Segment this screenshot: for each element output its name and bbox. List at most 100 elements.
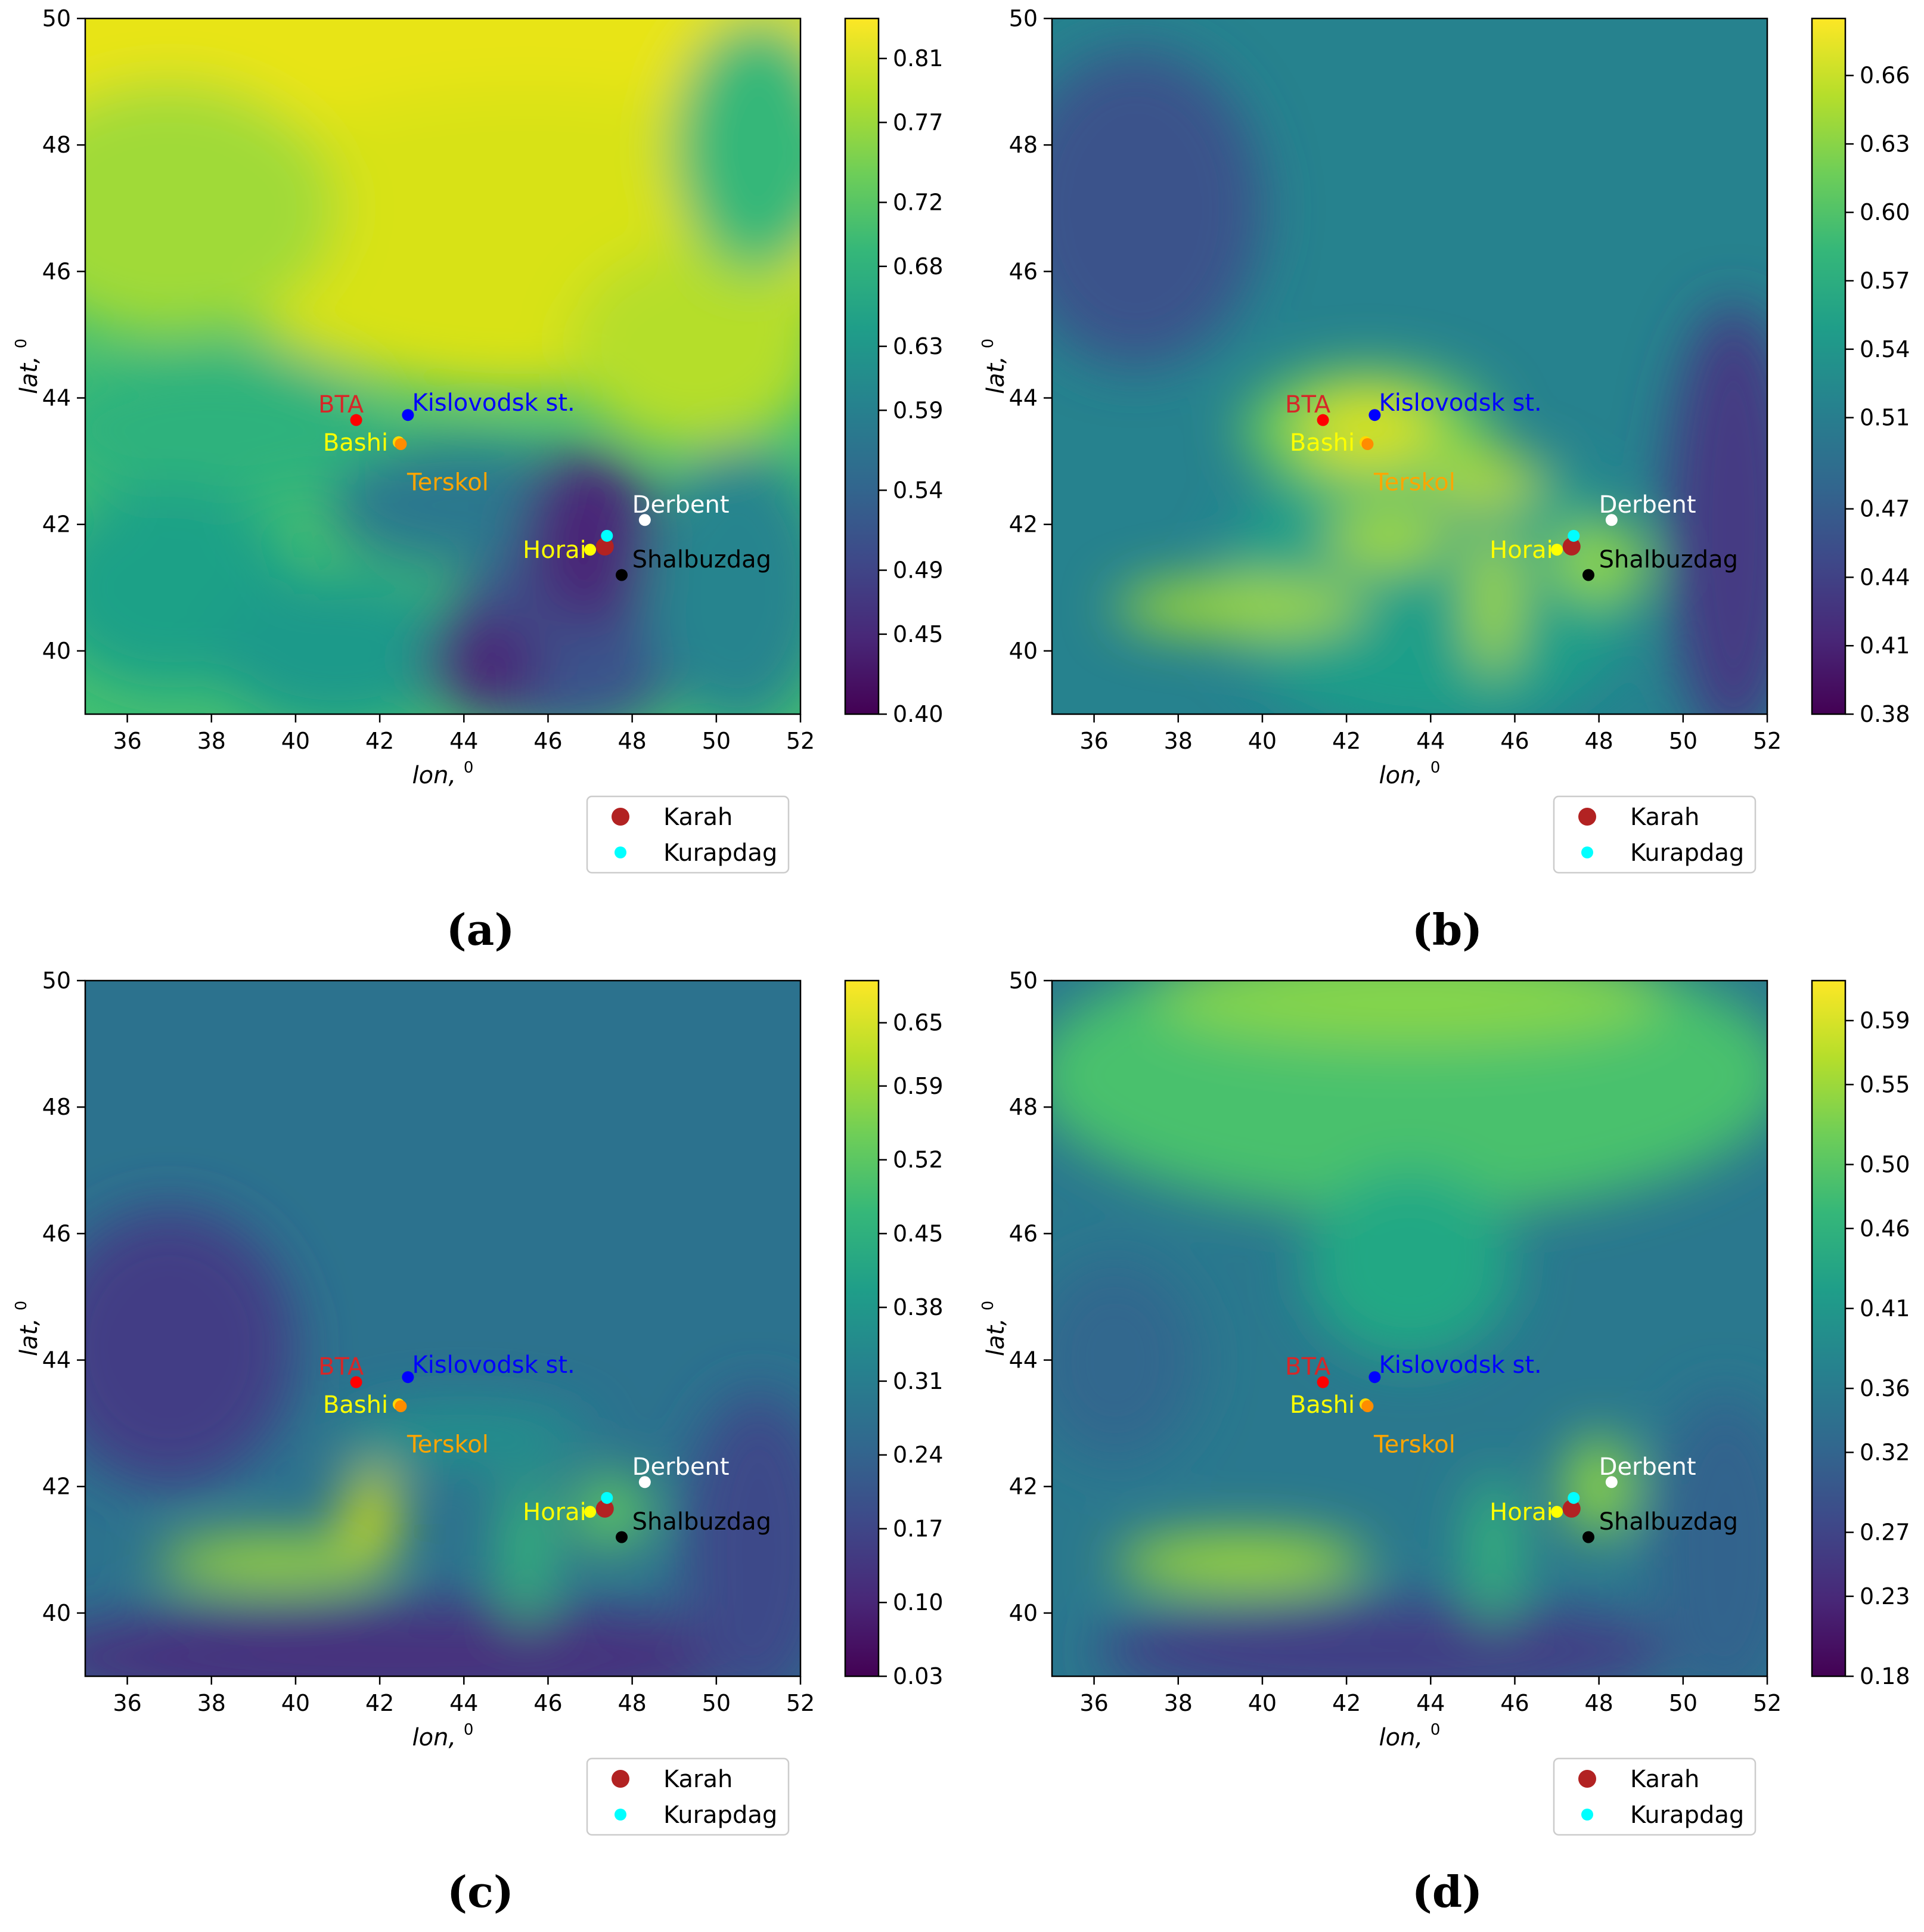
colorbar <box>1811 17 1847 715</box>
colorbar-tick-label: 0.55 <box>1860 1071 1910 1097</box>
site-marker <box>595 1499 614 1518</box>
site-label: Derbent <box>1599 1453 1696 1481</box>
colorbar-tick-label: 0.36 <box>1860 1375 1910 1401</box>
field-blob <box>682 1391 800 1676</box>
field-blob <box>1325 505 1452 569</box>
site-marker <box>395 1400 407 1412</box>
x-tick-label: 36 <box>113 728 141 754</box>
field-blob <box>674 18 800 272</box>
x-tick-label: 42 <box>365 1690 394 1716</box>
colorbar-tick-label: 0.31 <box>893 1368 944 1394</box>
colorbar-tick-label: 0.18 <box>1860 1663 1910 1689</box>
y-axis-label: lat, 0 <box>979 1301 1010 1356</box>
site-label: Kislovodsk st. <box>1379 389 1541 417</box>
site-marker <box>1551 544 1563 556</box>
legend-marker <box>612 808 629 826</box>
legend <box>586 795 790 874</box>
colorbar-tick-label: 0.40 <box>893 701 944 727</box>
site-marker <box>1317 414 1329 426</box>
x-tick-label: 52 <box>786 728 815 754</box>
colorbar-tick-label: 0.65 <box>893 1010 944 1036</box>
site-marker <box>1568 1491 1580 1504</box>
y-tick-label: 44 <box>1009 1347 1038 1373</box>
y-axis-label-sup: 0 <box>13 339 30 349</box>
x-tick-label: 42 <box>365 728 394 754</box>
site-marker <box>616 569 628 581</box>
panel-c: 36 38 40 42 44 46 48 50 52 40 42 44 46 48 50 lon, 0 lat,… <box>13 967 944 1917</box>
legend-marker <box>615 1809 626 1821</box>
site-marker <box>350 414 362 426</box>
field-blob <box>1157 981 1662 1044</box>
x-tick-label: 46 <box>1500 1690 1529 1716</box>
field-blob <box>1468 1474 1519 1626</box>
colorbar-tick-label: 0.52 <box>893 1147 944 1173</box>
x-axis-label-sup: 0 <box>464 1721 474 1739</box>
colorbar-tick-label: 0.32 <box>1860 1439 1910 1465</box>
colorbar-tick-label: 0.49 <box>893 557 944 584</box>
colorbar-tick-label: 0.59 <box>893 397 944 423</box>
site-label: Bashi <box>323 429 388 457</box>
legend-marker <box>1581 1809 1593 1821</box>
x-tick-label: 44 <box>1416 1690 1445 1716</box>
x-tick-label: 48 <box>1584 728 1613 754</box>
site-marker <box>1317 1376 1329 1388</box>
x-tick-label: 40 <box>1248 1690 1277 1716</box>
colorbar-tick-label: 0.17 <box>893 1515 944 1542</box>
site-marker <box>601 529 613 542</box>
legend-marker <box>1578 1770 1596 1788</box>
site-marker <box>1361 438 1374 450</box>
site-marker <box>402 409 414 421</box>
y-tick-label: 44 <box>42 385 71 411</box>
x-tick-label: 50 <box>702 1690 731 1716</box>
x-axis-label: lon, 0 <box>1379 1721 1441 1751</box>
colorbar-tick-label: 0.54 <box>1860 336 1910 362</box>
legend-marker <box>1581 846 1593 858</box>
colorbar-tick-label: 0.46 <box>1860 1215 1910 1242</box>
x-tick-label: 52 <box>1753 1690 1782 1716</box>
plot-frame <box>84 17 802 715</box>
field-blob <box>426 613 544 714</box>
site-label: Shalbuzdag <box>632 1508 771 1536</box>
legend <box>1553 1757 1757 1836</box>
site-label: Horai <box>523 1499 586 1526</box>
legend-label: Karah <box>1630 804 1699 831</box>
y-axis-label-sup: 0 <box>13 1301 30 1311</box>
field-blob <box>1649 1391 1767 1676</box>
legend-label: Kurapdag <box>663 1801 777 1829</box>
x-tick-label: 48 <box>617 1690 646 1716</box>
site-marker <box>601 1491 613 1504</box>
colorbar-tick-label: 0.41 <box>1860 1295 1910 1322</box>
x-tick-label: 40 <box>1248 728 1277 754</box>
field-map <box>85 981 800 1676</box>
field-blob <box>644 448 800 714</box>
field-blob <box>1300 391 1435 468</box>
x-tick-label: 40 <box>281 1690 310 1716</box>
site-label: Derbent <box>632 491 730 519</box>
x-tick-label: 48 <box>1584 1690 1613 1716</box>
colorbar-tick-label: 0.72 <box>893 190 944 216</box>
colorbar-tick-label: 0.51 <box>1860 405 1910 431</box>
site-label: BTA <box>318 1353 364 1381</box>
x-tick-label: 36 <box>1079 1690 1108 1716</box>
site-label: Kislovodsk st. <box>412 389 575 417</box>
colorbar-tick-label: 0.63 <box>1860 131 1910 157</box>
colorbar-tick-label: 0.03 <box>893 1663 944 1689</box>
site-marker <box>1368 1371 1381 1384</box>
legend-marker <box>612 1770 629 1788</box>
site-label: Shalbuzdag <box>1599 1508 1738 1536</box>
colorbar-tick-label: 0.24 <box>893 1442 944 1468</box>
plot-frame <box>1051 17 1768 715</box>
field-blob <box>85 1208 296 1487</box>
site-marker <box>402 1371 414 1384</box>
field-blob <box>1220 442 1641 714</box>
x-tick-label: 44 <box>1416 728 1445 754</box>
legend-label: Karah <box>663 804 733 831</box>
y-tick-label: 50 <box>1009 5 1038 32</box>
site-label: Terskol <box>406 1431 489 1459</box>
site-label: BTA <box>1285 391 1331 418</box>
field-map <box>1052 18 1767 714</box>
legend-label: Karah <box>1630 1766 1699 1793</box>
site-label: Kislovodsk st. <box>412 1351 575 1379</box>
site-label: Terskol <box>1373 469 1456 497</box>
site-marker <box>1568 529 1580 542</box>
